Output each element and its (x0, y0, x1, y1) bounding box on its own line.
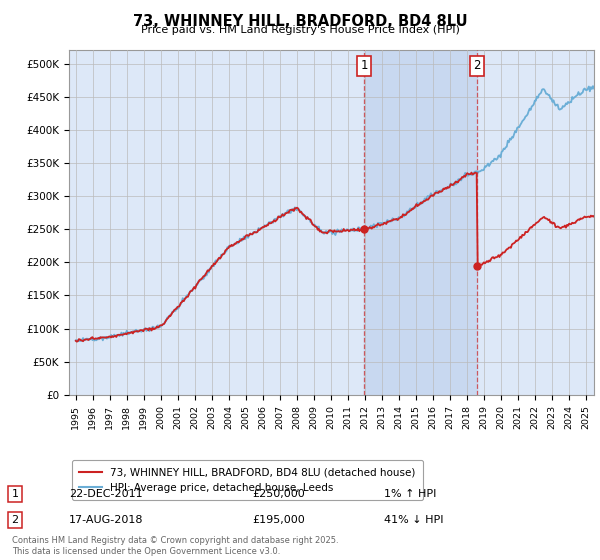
Text: £250,000: £250,000 (252, 489, 305, 499)
Text: 73, WHINNEY HILL, BRADFORD, BD4 8LU: 73, WHINNEY HILL, BRADFORD, BD4 8LU (133, 14, 467, 29)
Text: 2: 2 (11, 515, 19, 525)
Text: 1: 1 (11, 489, 19, 499)
Text: 2: 2 (473, 59, 481, 72)
Text: 1% ↑ HPI: 1% ↑ HPI (384, 489, 436, 499)
Text: Price paid vs. HM Land Registry's House Price Index (HPI): Price paid vs. HM Land Registry's House … (140, 25, 460, 35)
Text: 41% ↓ HPI: 41% ↓ HPI (384, 515, 443, 525)
Legend: 73, WHINNEY HILL, BRADFORD, BD4 8LU (detached house), HPI: Average price, detach: 73, WHINNEY HILL, BRADFORD, BD4 8LU (det… (71, 460, 423, 500)
Text: 17-AUG-2018: 17-AUG-2018 (69, 515, 143, 525)
Bar (364, 50, 477, 395)
Text: Contains HM Land Registry data © Crown copyright and database right 2025.
This d: Contains HM Land Registry data © Crown c… (12, 536, 338, 556)
Text: £195,000: £195,000 (252, 515, 305, 525)
Text: 22-DEC-2011: 22-DEC-2011 (69, 489, 143, 499)
Text: 1: 1 (361, 59, 368, 72)
